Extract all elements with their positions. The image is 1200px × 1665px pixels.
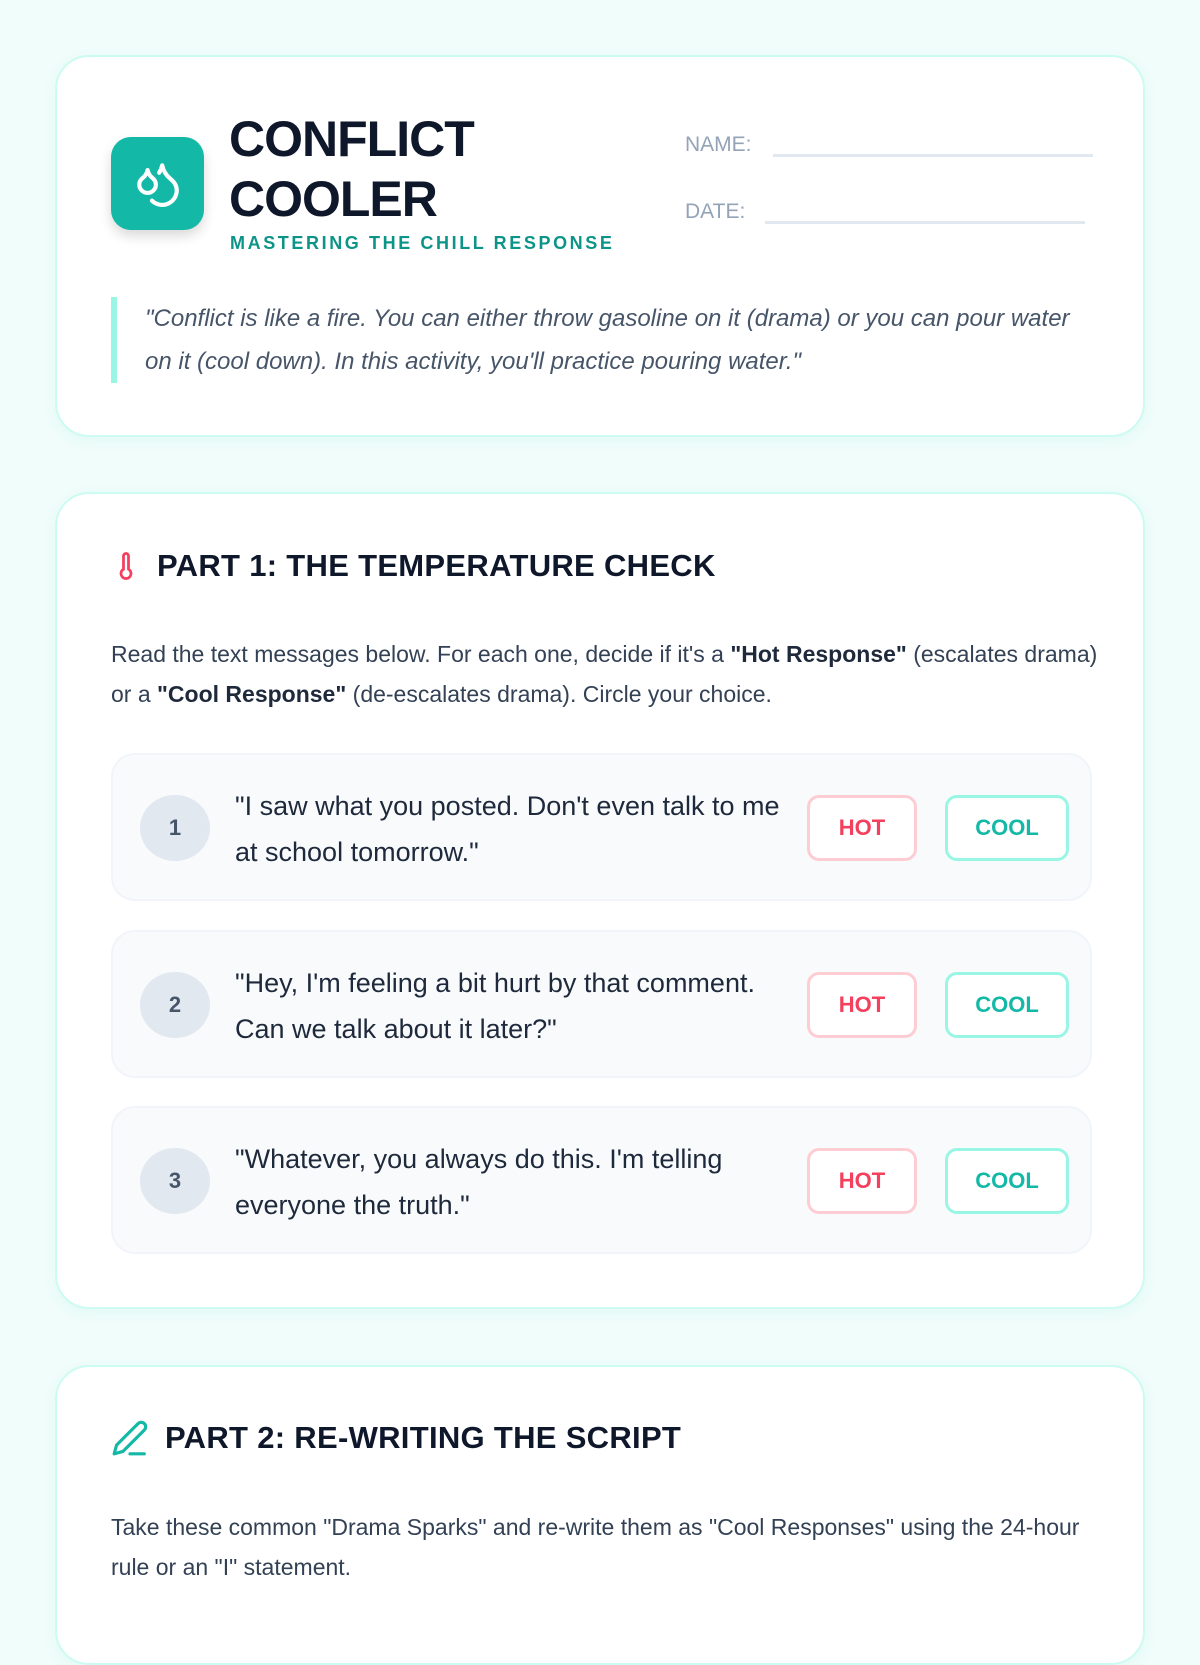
page-title: CONFLICT COOLER — [229, 111, 475, 227]
date-field[interactable]: DATE: — [685, 194, 1085, 224]
item-number: 1 — [140, 795, 210, 861]
part1-heading: PART 1: THE TEMPERATURE CHECK — [111, 546, 716, 586]
date-line[interactable] — [765, 194, 1085, 224]
message-text: "Whatever, you always do this. I'm telli… — [235, 1144, 723, 1220]
name-line[interactable] — [773, 127, 1093, 157]
cool-button[interactable]: COOL — [945, 1148, 1069, 1214]
part1-instructions: Read the text messages below. For each o… — [111, 641, 1098, 707]
message-text: "I saw what you posted. Don't even talk … — [235, 791, 780, 867]
pen-icon — [112, 1420, 148, 1456]
hot-button[interactable]: HOT — [807, 795, 917, 861]
intro-quote: "Conflict is like a fire. You can either… — [111, 297, 1071, 383]
part1-card: PART 1: THE TEMPERATURE CHECK Read the t… — [55, 492, 1145, 1309]
item-number: 3 — [140, 1148, 210, 1214]
item-number: 2 — [140, 972, 210, 1038]
logo — [111, 137, 204, 230]
list-item: 2 "Hey, I'm feeling a bit hurt by that c… — [111, 930, 1092, 1078]
hot-button[interactable]: HOT — [807, 1148, 917, 1214]
cool-button[interactable]: COOL — [945, 795, 1069, 861]
part2-card: PART 2: RE-WRITING THE SCRIPT Take these… — [55, 1365, 1145, 1665]
header-card: CONFLICT COOLER MASTERING THE CHILL RESPO… — [55, 55, 1145, 437]
subtitle: MASTERING THE CHILL RESPONSE — [230, 233, 615, 253]
part2-instructions: Take these common "Drama Sparks" and re-… — [111, 1514, 1080, 1580]
droplets-icon — [136, 162, 179, 207]
message-text: "Hey, I'm feeling a bit hurt by that com… — [235, 968, 755, 1044]
name-field[interactable]: NAME: — [685, 127, 1093, 157]
cool-button[interactable]: COOL — [945, 972, 1069, 1038]
list-item: 1 "I saw what you posted. Don't even tal… — [111, 753, 1092, 901]
list-item: 3 "Whatever, you always do this. I'm tel… — [111, 1106, 1092, 1254]
thermometer-icon — [119, 552, 133, 580]
part2-heading: PART 2: RE-WRITING THE SCRIPT — [111, 1419, 681, 1457]
hot-button[interactable]: HOT — [807, 972, 917, 1038]
